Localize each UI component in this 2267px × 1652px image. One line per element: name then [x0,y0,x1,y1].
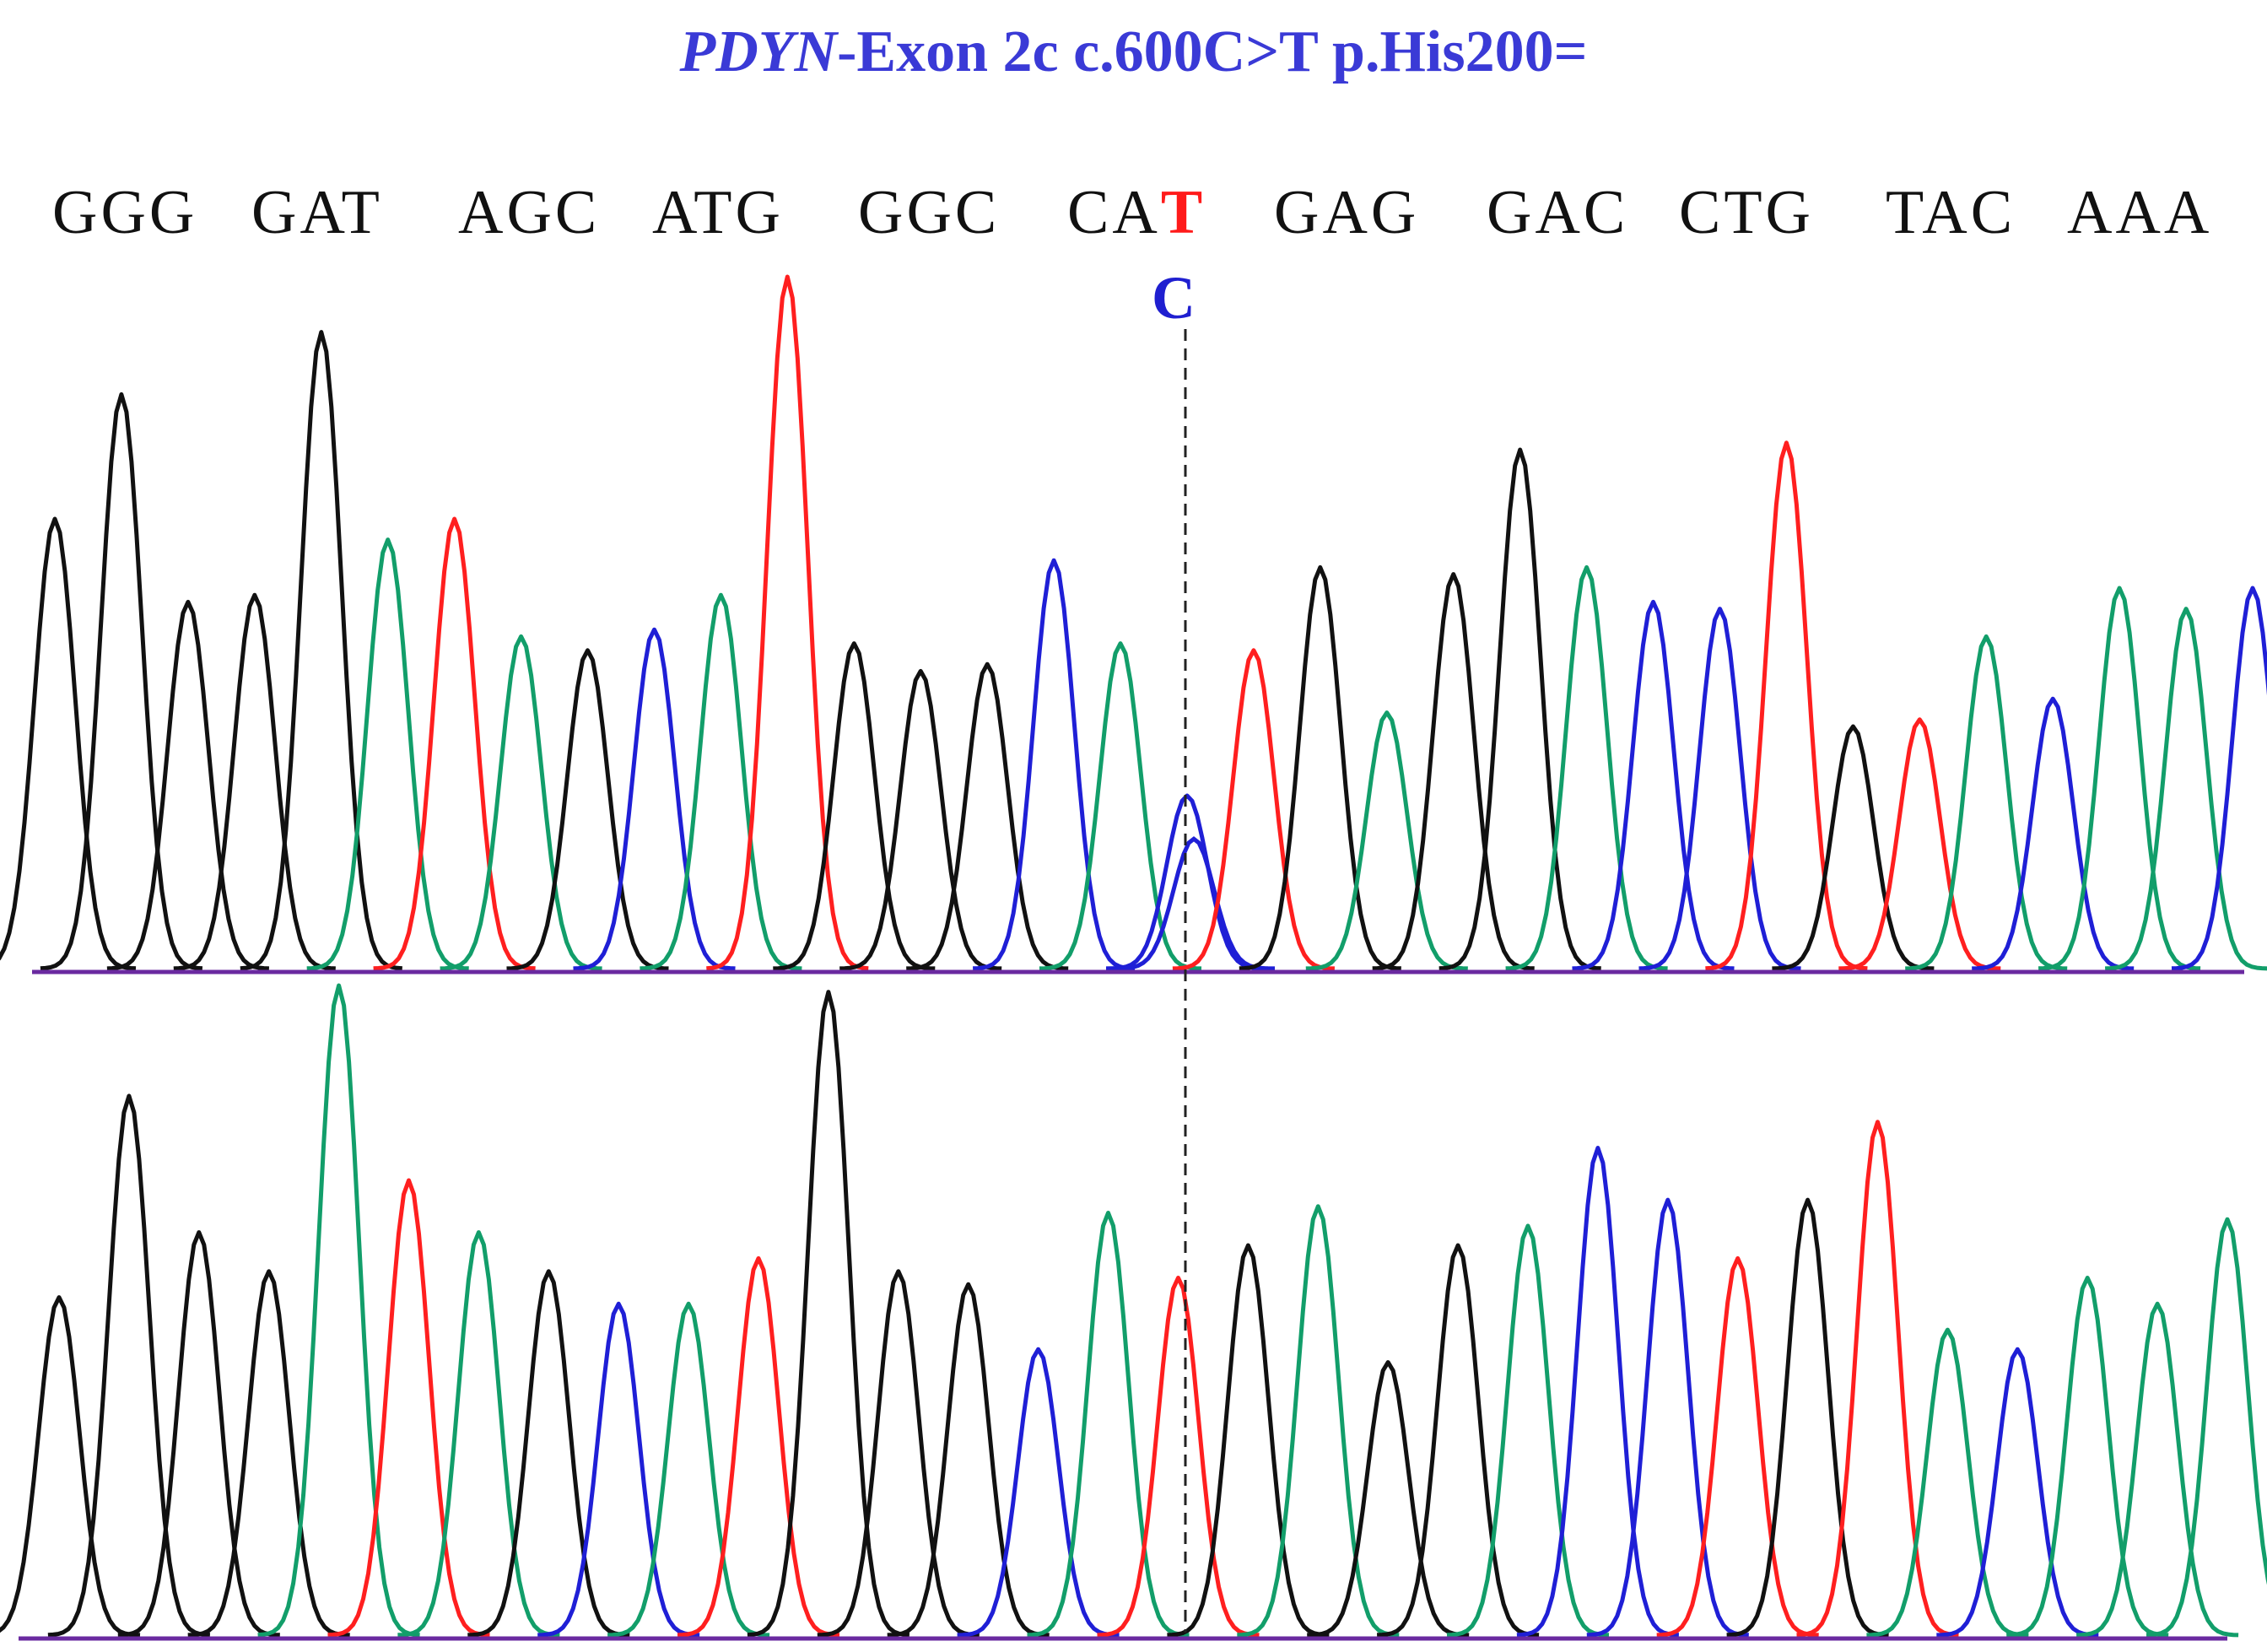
peak-T [1097,1276,1260,1638]
peak-T [373,516,536,971]
codon-label: AAA [2067,178,2213,247]
peak-G [887,1282,1050,1638]
peak-A [306,537,469,971]
peak-G [506,648,669,971]
alternate-base-label: C [1152,264,1196,332]
peak-G [1377,1243,1540,1638]
peak-G [1307,1360,1470,1638]
peak-A [257,983,420,1638]
peak-A [1866,1327,2029,1638]
codon-label: GAT [251,178,383,247]
chromatogram-bottom [0,983,2267,1638]
peak-C [1572,599,1735,971]
chart-title: PDYN-Exon 2c c.600C>T p.His200= [0,19,2267,94]
peak-G [47,1093,211,1638]
codon-prefix: CA [1067,178,1161,247]
peak-A [440,634,602,971]
peak-G [1726,1197,1889,1638]
peak-C [1936,1347,2099,1638]
peak-A [2076,1301,2239,1638]
peak-A [1237,1204,1400,1638]
peak-G [773,641,936,971]
peak-T [1656,1255,1819,1638]
peak-G [1438,447,1601,971]
peak-G [40,391,203,971]
peak-C [1972,696,2135,971]
peak-C [573,627,736,971]
codon-label: ATG [652,178,784,247]
peak-C [1586,1197,1749,1638]
peak-G [747,990,910,1638]
peak-T [1705,440,1868,971]
peak-G [0,516,137,971]
peak-G [117,1230,280,1638]
codon-label: GGC [858,178,1001,247]
peak-C [537,1301,700,1638]
peak-A [607,1301,770,1638]
chromatogram-top [0,274,2267,971]
codon-label: AGC [458,178,601,247]
peak-A [2038,586,2201,971]
peak-C-overlap [1113,836,1275,971]
peak-T [327,1178,490,1638]
peak-G [1372,572,1535,971]
peak-A [1305,710,1468,971]
peak-G [0,1295,141,1638]
peak-A [1039,641,1202,971]
peak-G [1772,724,1935,971]
peak-G [817,1269,980,1638]
peak-G [906,661,1069,971]
peak-G [839,668,1002,971]
variant-description: -Exon 2c c.600C>T p.His200= [837,19,1588,84]
codon-label: CTG [1679,178,1814,247]
codon-label: GAG [1274,178,1420,247]
peak-T [1172,648,1335,971]
peak-C [1105,793,1269,971]
peak-C [1638,607,1801,971]
peak-C [1516,1146,1680,1638]
peak-T [677,1255,840,1638]
peak-A [1446,1223,1610,1638]
peak-A [397,1230,560,1638]
peak-A [2104,607,2267,971]
peak-C [973,558,1136,971]
peak-G [240,330,402,971]
codon-label: TAC [1886,178,2016,247]
codon-label-mutant: CAT [1067,177,1206,249]
peak-T [706,274,869,971]
peak-A [1505,564,1668,971]
peak-G [106,599,270,971]
codon-label: GGG [52,178,198,247]
peak-G [1239,564,1401,971]
peak-G [1167,1243,1330,1638]
gene-name: PDYN [679,19,838,84]
peak-A [1027,1211,1190,1638]
peak-A [2006,1276,2169,1638]
peak-G [173,592,336,971]
peak-T [1838,717,2001,971]
mutated-base: T [1160,178,1206,247]
codon-label: GAC [1487,178,1629,247]
peak-A [640,592,802,971]
peak-T [1796,1120,1959,1638]
peak-A [2146,1217,2267,1638]
peak-G [187,1269,350,1638]
codon-row: GGG GAT AGC ATG GGC CAT GAG GAC CTG TAC … [0,177,2267,262]
peak-C [2171,586,2267,971]
peak-C [957,1347,1120,1638]
peak-A [1905,634,2068,971]
peak-G [467,1269,630,1638]
